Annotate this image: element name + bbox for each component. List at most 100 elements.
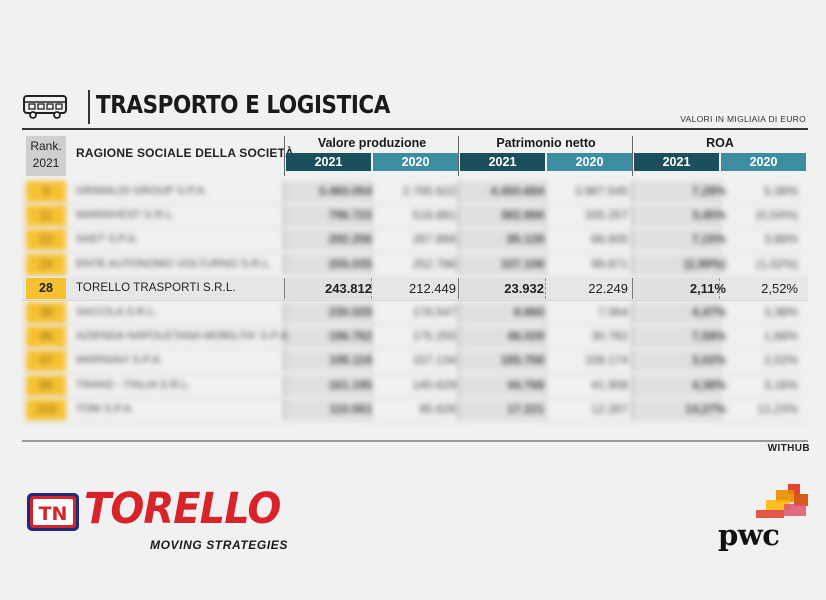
value-cell-roa2020: 1,68%: [763, 329, 798, 344]
group-divider: [458, 181, 459, 202]
cell-background: [286, 398, 371, 420]
company-name-cell: SACCILA S.R.L.: [76, 305, 158, 318]
cell-background: [634, 350, 719, 372]
column-divider: [371, 398, 372, 420]
cell-background: [286, 326, 371, 348]
cell-background: [460, 229, 545, 251]
column-divider: [545, 398, 546, 420]
value-cell-pn2021: 46.029: [507, 329, 544, 344]
table-row: 46 AZIENDA NAPOLETANA MOBILITA' S.P.A. 196…: [22, 325, 808, 350]
column-divider: [545, 181, 546, 202]
value-cell-pn2021: 185.768: [500, 353, 544, 368]
value-cell-vp2020: 2.765.622: [402, 184, 456, 198]
value-cell-roa2020: 3,88%: [763, 232, 798, 247]
column-divider: [545, 253, 546, 275]
group-divider: [284, 181, 285, 202]
value-cell-pn2021: 44.768: [507, 377, 544, 392]
group-roa: ROA 2021 2020: [634, 136, 806, 171]
value-cell-pn2020: 22.249: [588, 280, 628, 296]
group-divider: [632, 277, 633, 299]
table-row: 39 SACCILA S.R.L. 230.029 176.547 8.860 7.064…: [22, 301, 808, 326]
group-divider: [284, 229, 285, 251]
company-name-cell: TOM S.P.A.: [76, 402, 135, 415]
column-divider: [719, 398, 720, 420]
table-row: 47 MARINAVI S.P.A. 195.119 157.134 185.768 15…: [22, 349, 808, 374]
rank-header-year: 2021: [32, 156, 60, 170]
cell-background: [634, 326, 719, 348]
torello-emblem-logo: TN: [27, 493, 79, 531]
column-divider: [545, 301, 546, 323]
torello-tagline: MOVING STRATEGIES: [150, 538, 288, 552]
value-cell-vp2020: 176.547: [412, 304, 456, 319]
group-divider: [632, 374, 633, 396]
value-cell-pn2021: 85.128: [507, 232, 544, 247]
value-cell-pn2020: 3.967.545: [574, 184, 628, 198]
column-divider: [371, 229, 372, 251]
pwc-logo-text: pwc: [718, 518, 780, 552]
value-cell-roa2021: 3,02%: [691, 353, 726, 368]
group-divider: [458, 205, 459, 227]
group-divider: [458, 301, 459, 323]
group-divider: [458, 253, 459, 275]
company-name-cell: AZIENDA NAPOLETANA MOBILITA' S.P.A.: [76, 330, 291, 343]
company-name-cell: TORELLO TRASPORTI S.R.L.: [76, 281, 236, 294]
table-row: 103 TOM S.P.A. 110.561 95.626 17.221 12.267 14…: [22, 398, 808, 422]
cell-background: [460, 301, 545, 323]
table-row: 22 SAET S.P.A. 292.256 267.866 85.128 66.605 7…: [22, 228, 808, 253]
column-divider: [371, 350, 372, 372]
year-header: 2020: [373, 153, 458, 171]
value-cell-vp2021: 196.762: [328, 329, 372, 344]
group-separator: [284, 136, 285, 176]
value-cell-pn2020: 66.605: [591, 232, 628, 247]
page-title: TRASPORTO E LOGISTICA: [96, 90, 390, 119]
cell-background: [286, 181, 371, 202]
value-cell-roa2021: 14,27%: [685, 401, 726, 416]
column-divider: [719, 326, 720, 348]
column-divider: [719, 253, 720, 275]
rank-cell: 39: [26, 301, 66, 323]
cell-background: [286, 277, 371, 299]
cell-background: [286, 350, 371, 372]
rank-cell: 28: [26, 277, 66, 299]
value-cell-vp2021: 195.119: [329, 353, 372, 368]
cell-background: [460, 398, 545, 420]
value-cell-vp2020: 140.629: [412, 377, 456, 392]
value-cell-vp2020: 95.626: [419, 401, 456, 416]
group-divider: [632, 350, 633, 372]
column-divider: [719, 374, 720, 396]
cell-background: [634, 301, 719, 323]
column-divider: [545, 277, 546, 299]
cell-background: [634, 181, 719, 202]
cell-background: [460, 374, 545, 396]
cell-background: [286, 229, 371, 251]
cell-background: [460, 181, 545, 202]
value-cell-vp2021: 796.723: [328, 208, 372, 223]
cell-background: [634, 229, 719, 251]
group-divider: [632, 253, 633, 275]
table-column-headers: Rank. 2021 RAGIONE SOCIALE DELLA SOCIETÀ…: [22, 132, 808, 178]
column-divider: [371, 205, 372, 227]
column-divider: [719, 229, 720, 251]
column-divider: [371, 277, 372, 299]
group-divider: [458, 277, 459, 299]
cell-background: [286, 374, 371, 396]
group-title: Patrimonio netto: [496, 136, 596, 150]
value-cell-roa2020: 2,52%: [761, 280, 798, 296]
group-divider: [458, 350, 459, 372]
value-cell-roa2020: 2,02%: [763, 353, 798, 368]
value-cell-roa2021: 7,15%: [691, 232, 726, 247]
year-header: 2021: [634, 153, 719, 171]
column-divider: [371, 253, 372, 275]
column-divider: [545, 350, 546, 372]
cell-background: [634, 253, 719, 275]
group-divider: [632, 326, 633, 348]
value-cell-vp2021: 3.460.054: [318, 184, 372, 198]
company-column-header: RAGIONE SOCIALE DELLA SOCIETÀ: [76, 146, 295, 160]
rank-cell: 46: [26, 326, 66, 348]
value-cell-vp2021: 243.812: [325, 280, 372, 296]
table-row: 11 MARINVEST S.R.L. 796.723 516.881 382.866 3…: [22, 204, 808, 229]
value-cell-roa2021: 2,11%: [689, 280, 726, 296]
group-divider: [284, 205, 285, 227]
group-divider: [458, 398, 459, 420]
value-cell-pn2020: 41.908: [591, 377, 628, 392]
